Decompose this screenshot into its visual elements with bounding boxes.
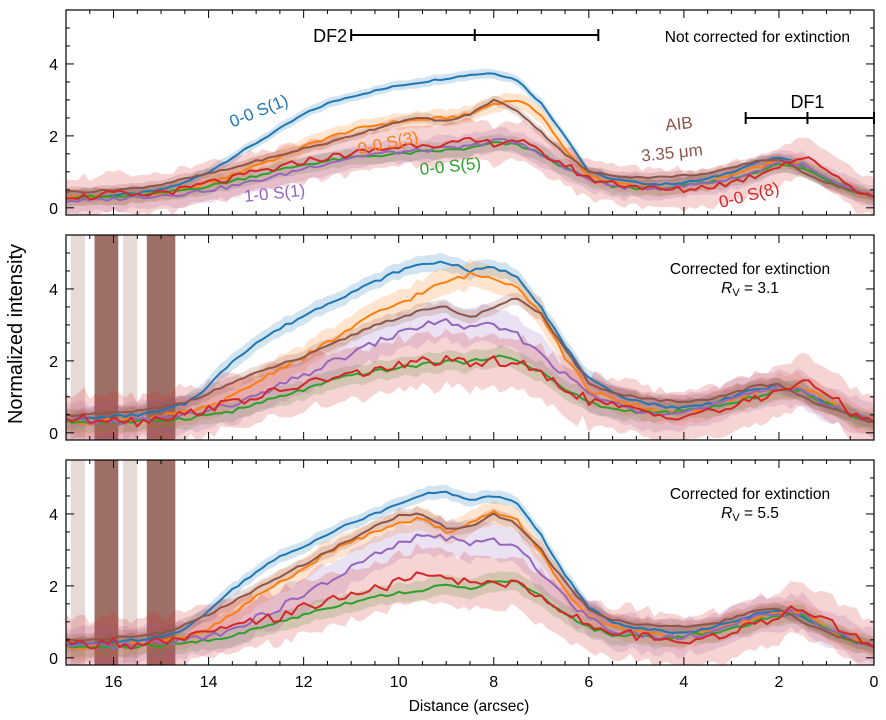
panel-title: Not corrected for extinction <box>665 29 850 46</box>
annotation-df1: DF1 <box>744 92 875 124</box>
series-line-0-0-s-8 <box>66 136 874 201</box>
series-line-0-0-s-3 <box>66 271 874 426</box>
band-aib-3-35-um <box>66 95 874 202</box>
panel-middle: 0 2 4 Corrected for extinction RV = 3.1 <box>49 234 875 443</box>
x-tick-label: 16 <box>105 674 123 691</box>
masked-column-2 <box>94 460 119 665</box>
series-line-0-0-s-8 <box>66 571 874 651</box>
band-1-0-s-1 <box>66 300 874 440</box>
series-line-0-0-s-8 <box>66 354 874 428</box>
y-tick-label: 0 <box>49 651 58 668</box>
svg-text:DF2: DF2 <box>313 26 347 46</box>
series-line-1-0-s-1 <box>66 138 874 203</box>
x-tick-label: 8 <box>489 674 498 691</box>
series-line-aib-3-35-um <box>66 512 874 648</box>
panel-title: Corrected for extinction <box>670 486 830 503</box>
panel-bottom: 0 2 4 16 14 12 10 8 6 4 2 0 Corrected for extinction… <box>49 459 879 691</box>
series-label-aib-3-35-um: AIB3.35 μm <box>637 112 703 165</box>
svg-text:DF1: DF1 <box>790 92 824 112</box>
ticks-top <box>65 9 875 215</box>
x-tick-label: 12 <box>295 674 313 691</box>
x-tick-label: 4 <box>679 674 688 691</box>
masked-column-1 <box>70 235 86 440</box>
masked-column-1 <box>70 460 86 665</box>
y-axis-label: Normalized intensity <box>5 244 27 424</box>
band-0-0-s-8 <box>66 118 874 215</box>
band-1-0-s-1 <box>66 514 874 665</box>
x-tick-label: 10 <box>390 674 408 691</box>
series-line-1-0-s-1 <box>66 533 874 651</box>
masked-column-3 <box>123 460 138 665</box>
band-0-0-s-1 <box>66 68 874 204</box>
y-tick-label: 4 <box>49 507 58 524</box>
series-line-aib-3-35-um <box>66 297 874 423</box>
y-tick-label: 0 <box>49 426 58 443</box>
x-tick-label: 6 <box>584 674 593 691</box>
panel-subtitle: RV = 3.1 <box>721 280 779 299</box>
ticks-middle <box>65 234 875 440</box>
y-tick-label: 2 <box>49 354 58 371</box>
series-line-aib-3-35-um <box>66 98 874 198</box>
x-tick-label: 2 <box>774 674 783 691</box>
y-tick-label: 4 <box>49 57 58 74</box>
x-tick-label: 0 <box>870 674 879 691</box>
band-aib-3-35-um <box>66 292 874 429</box>
plot-area-middle <box>66 235 874 440</box>
panel-title: Corrected for extinction <box>670 261 830 278</box>
masked-column-3 <box>123 235 138 440</box>
x-axis-label: Distance (arcsec) <box>409 698 530 715</box>
y-tick-label: 4 <box>49 282 58 299</box>
panel-subtitle: RV = 5.5 <box>721 505 779 524</box>
masked-column-4 <box>146 235 176 440</box>
y-tick-label: 0 <box>49 201 58 218</box>
plot-area-bottom <box>66 460 874 665</box>
band-1-0-s-1 <box>66 127 874 214</box>
plot-area-top <box>66 68 874 215</box>
series-line-0-0-s-5 <box>66 580 874 649</box>
y-tick-label: 2 <box>49 129 58 146</box>
band-0-0-s-8 <box>66 543 874 665</box>
masked-column-2 <box>94 235 119 440</box>
ticks-bottom <box>65 459 875 665</box>
annotation-df2: DF2 <box>313 26 600 46</box>
y-tick-label: 2 <box>49 579 58 596</box>
band-0-0-s-1 <box>66 484 874 654</box>
x-tick-label: 14 <box>200 674 218 691</box>
